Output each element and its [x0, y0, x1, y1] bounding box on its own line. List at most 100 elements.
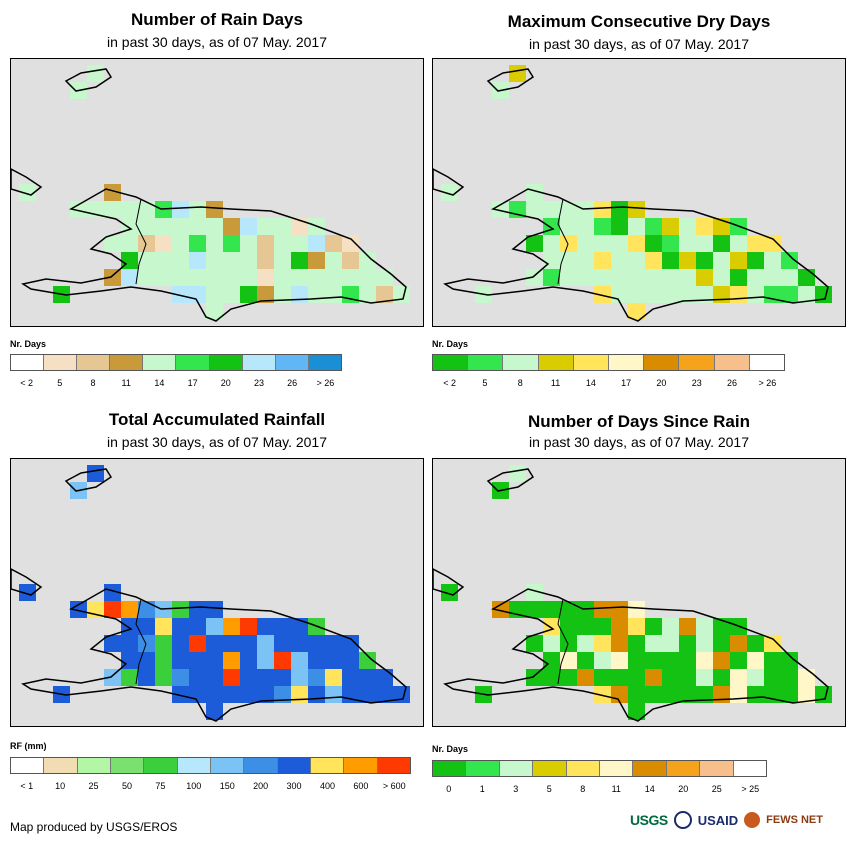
grid-cell	[628, 669, 645, 686]
legend-label: 5	[57, 378, 63, 388]
coastline	[64, 68, 113, 92]
grid-cell	[257, 686, 274, 703]
grid-cell	[359, 652, 376, 669]
grid-cell	[764, 235, 781, 252]
grid-cell	[628, 686, 645, 703]
grid-cell	[798, 269, 815, 286]
grid-cell	[543, 269, 560, 286]
grid-cell	[577, 669, 594, 686]
grid-cell	[223, 652, 240, 669]
grid-cell	[121, 618, 138, 635]
panel-1-title: Number of Rain Days	[131, 10, 303, 29]
grid-cell	[155, 635, 172, 652]
legend-label: > 600	[382, 781, 406, 791]
grid-cell	[611, 652, 628, 669]
grid-cell	[359, 669, 376, 686]
grid-cell	[325, 686, 342, 703]
legend-swatch	[609, 355, 645, 370]
grid-cell	[560, 618, 577, 635]
grid-cell	[611, 669, 628, 686]
coastline	[443, 588, 829, 722]
grid-cell	[274, 686, 291, 703]
grid-cell	[138, 652, 155, 669]
grid-cell	[611, 269, 628, 286]
legend-label: 0	[446, 784, 452, 794]
grid-cell	[240, 286, 257, 303]
grid-cell	[121, 269, 138, 286]
legend-swatch	[666, 761, 701, 776]
grid-cell	[206, 303, 223, 320]
grid-cell	[543, 201, 560, 218]
grid-cell	[577, 218, 594, 235]
grid-cell	[713, 286, 730, 303]
grid-cell	[87, 65, 104, 82]
coastline	[443, 188, 829, 322]
grid-cell	[628, 269, 645, 286]
grid-cell	[206, 235, 223, 252]
grid-cell	[577, 269, 594, 286]
grid-cell	[291, 686, 308, 703]
grid-cell	[526, 584, 543, 601]
legend-label: 23	[253, 378, 265, 388]
panel-4-map	[432, 458, 846, 727]
legend-label: 25	[711, 784, 722, 794]
grid-cell	[645, 618, 662, 635]
country-border	[135, 598, 147, 685]
grid-cell	[747, 652, 764, 669]
grid-cell	[594, 601, 611, 618]
grid-cell	[628, 601, 645, 618]
panel-3-legend-bar	[10, 757, 411, 774]
grid-cell	[492, 601, 509, 618]
grid-cell	[730, 686, 747, 703]
legend-swatch	[177, 758, 211, 773]
legend-swatch	[566, 761, 601, 776]
grid-cell	[189, 235, 206, 252]
grid-cell	[696, 235, 713, 252]
grid-cell	[781, 286, 798, 303]
grid-cell	[240, 669, 257, 686]
legend-label: 11	[550, 378, 561, 388]
grid-cell	[560, 601, 577, 618]
grid-cell	[611, 252, 628, 269]
grid-cell	[155, 618, 172, 635]
grid-cell	[662, 235, 679, 252]
grid-cell	[121, 201, 138, 218]
legend-swatch	[44, 758, 78, 773]
coastline	[486, 468, 535, 492]
grid-cell	[696, 218, 713, 235]
panel-2-subtitle: in past 30 days, as of 07 May. 2017	[529, 36, 749, 52]
grid-cell	[577, 652, 594, 669]
panel-3-legend-title: RF (mm)	[10, 741, 47, 751]
legend-label: 5	[482, 378, 488, 388]
grid-cell	[172, 669, 189, 686]
grid-cell	[679, 269, 696, 286]
grid-cell	[172, 286, 189, 303]
coastline	[21, 588, 407, 722]
grid-cell	[342, 235, 359, 252]
legend-label: 1	[479, 784, 485, 794]
grid-cell	[257, 652, 274, 669]
grid-cell	[342, 635, 359, 652]
map-svg	[11, 465, 410, 722]
grid-cell	[121, 669, 138, 686]
grid-cell	[628, 703, 645, 720]
legend-label: > 26	[758, 378, 777, 388]
grid-cell	[526, 669, 543, 686]
grid-cell	[713, 635, 730, 652]
grid-cell	[240, 252, 257, 269]
grid-cell	[645, 669, 662, 686]
grid-cell	[274, 286, 291, 303]
legend-swatch	[277, 758, 311, 773]
legend-label: 100	[186, 781, 202, 791]
legend-label: < 2	[443, 378, 457, 388]
legend-label: 20	[678, 784, 689, 794]
legend-swatch	[344, 758, 378, 773]
grid-cell	[172, 218, 189, 235]
map-svg	[11, 65, 410, 322]
legend-label: > 26	[316, 378, 335, 388]
legend-swatch	[310, 758, 345, 773]
legend-swatch	[210, 758, 245, 773]
grid-cell	[308, 286, 325, 303]
grid-cell	[274, 252, 291, 269]
grid-cell	[696, 286, 713, 303]
